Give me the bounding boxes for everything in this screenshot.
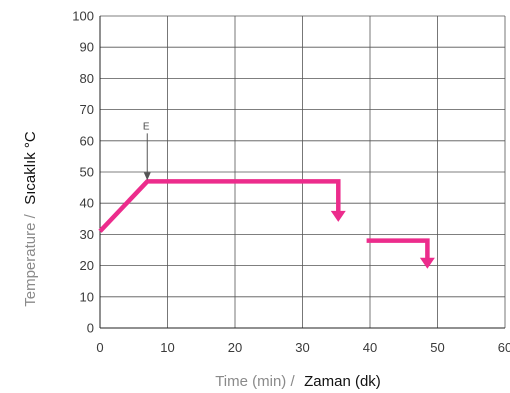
y-tick-label-50: 50 bbox=[80, 165, 94, 180]
y-axis-ticks: 0 10 20 30 40 50 60 70 80 90 100 bbox=[72, 9, 94, 336]
chart-grid bbox=[99, 15, 506, 329]
y-tick-label-100: 100 bbox=[72, 9, 94, 24]
x-tick-label-20: 20 bbox=[228, 340, 242, 355]
x-tick-label-30: 30 bbox=[295, 340, 309, 355]
x-axis-label: Time (min) / Zaman (dk) bbox=[215, 373, 381, 390]
x-tick-label-50: 50 bbox=[430, 340, 444, 355]
y-axis-label-turkish: Sıcaklık °C bbox=[22, 131, 39, 205]
y-tick-label-90: 90 bbox=[80, 40, 94, 55]
y-tick-label-30: 30 bbox=[80, 227, 94, 242]
y-tick-label-0: 0 bbox=[87, 321, 94, 336]
series-1-line bbox=[98, 179, 341, 233]
x-axis-label-english: Time (min) / bbox=[215, 373, 295, 390]
series-2-line bbox=[366, 238, 430, 260]
annotation-layer: E bbox=[143, 121, 151, 181]
x-tick-label-0: 0 bbox=[96, 340, 103, 355]
annotation-arrowhead-E bbox=[143, 172, 151, 181]
x-tick-label-10: 10 bbox=[160, 340, 174, 355]
y-tick-label-70: 70 bbox=[80, 102, 94, 117]
x-axis-label-turkish: Zaman (dk) bbox=[304, 373, 381, 390]
y-tick-label-80: 80 bbox=[80, 71, 94, 86]
series-1-arrowhead bbox=[330, 210, 346, 222]
x-axis-ticks: 0 10 20 30 40 50 60 bbox=[96, 340, 510, 355]
series-layer bbox=[98, 179, 435, 269]
y-tick-label-10: 10 bbox=[80, 289, 94, 304]
y-axis-label: Temperature / Sıcaklık °C bbox=[22, 131, 39, 307]
x-tick-label-60: 60 bbox=[498, 340, 510, 355]
y-tick-label-20: 20 bbox=[80, 258, 94, 273]
series-2-arrowhead bbox=[419, 257, 435, 269]
y-tick-label-60: 60 bbox=[80, 133, 94, 148]
annotation-label-E: E bbox=[143, 121, 150, 132]
x-tick-label-40: 40 bbox=[363, 340, 377, 355]
y-axis-label-english: Temperature / bbox=[22, 213, 39, 306]
y-tick-label-40: 40 bbox=[80, 196, 94, 211]
